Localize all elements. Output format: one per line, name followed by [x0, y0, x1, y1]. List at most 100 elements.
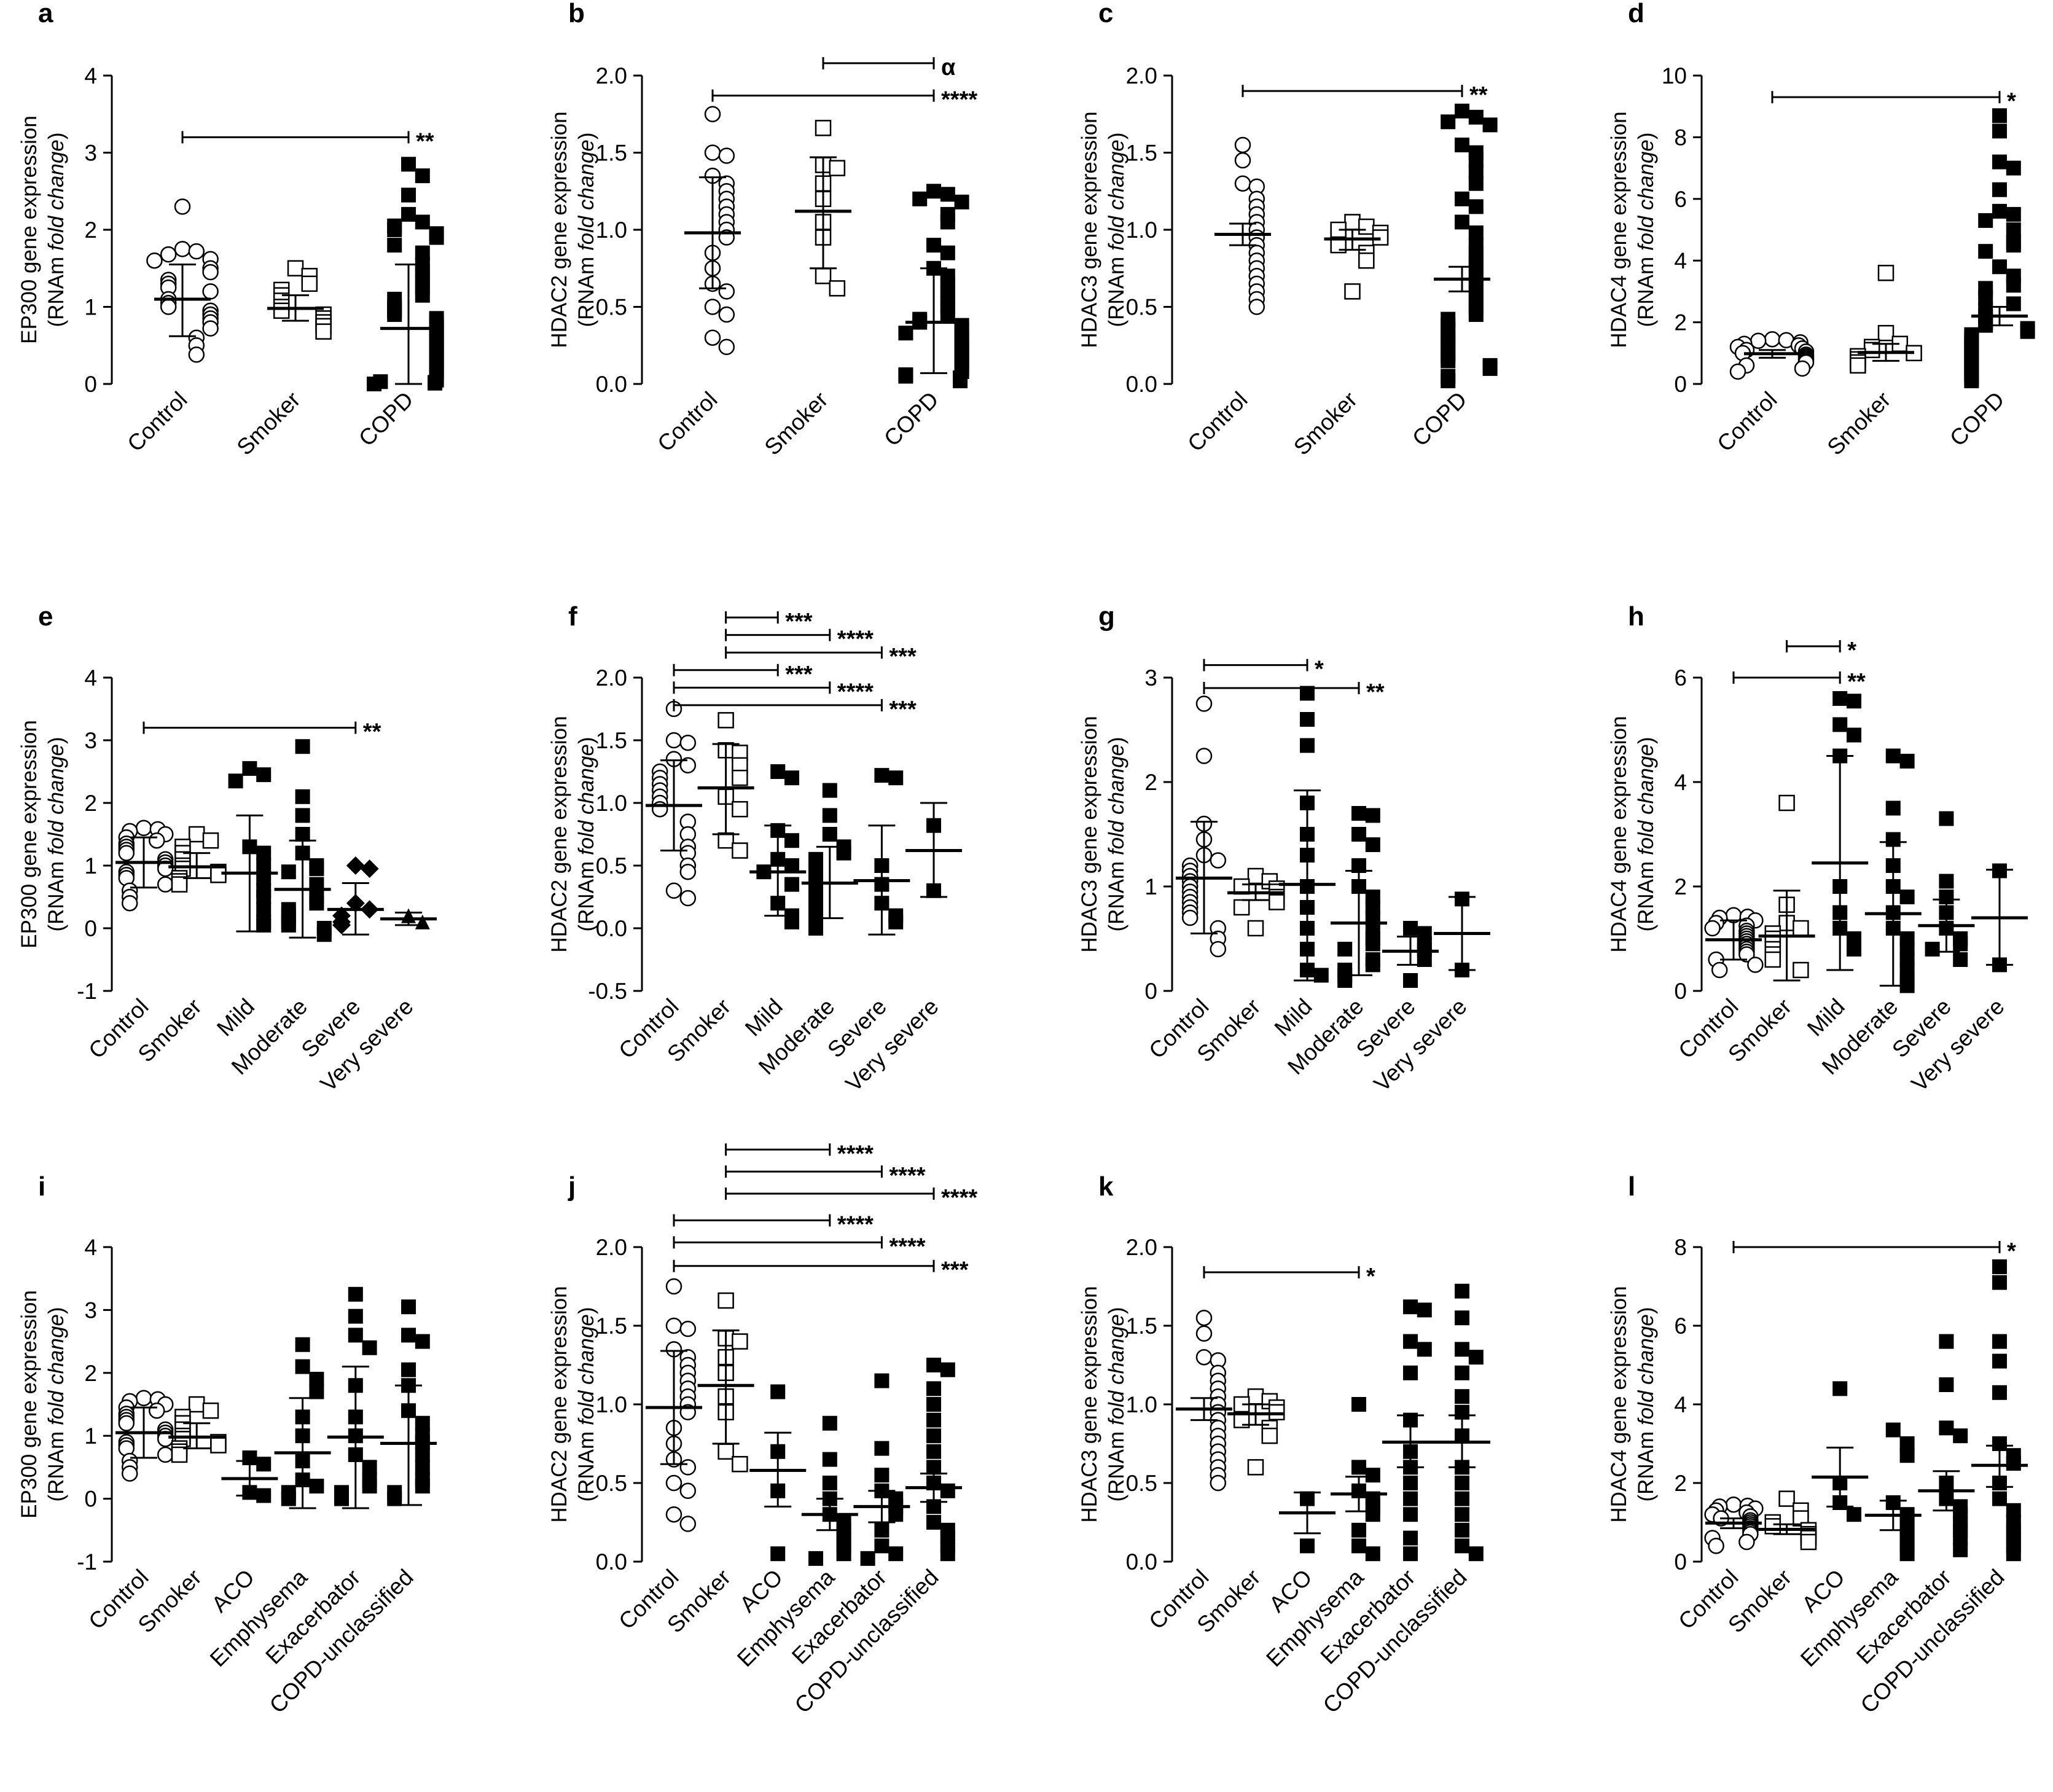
y-tick-label: 0.5: [596, 853, 627, 878]
y-axis-label-line2: (RNAm fold change): [574, 737, 598, 931]
y-tick-label: 2: [84, 217, 97, 243]
data-point-exacerbator: [1403, 1299, 1418, 1315]
data-point-control: [1764, 331, 1781, 348]
y-tick-label: 3: [1144, 665, 1157, 691]
x-category-label: COPD: [1945, 387, 2009, 452]
data-point-copd-unclassified: [940, 1483, 955, 1498]
y-tick-label: 2: [1674, 1471, 1687, 1496]
y-tick-label: 4: [1674, 770, 1687, 795]
data-point-smoker: [202, 1402, 219, 1419]
data-point-copd: [926, 184, 941, 199]
data-point-copd-unclassified: [940, 1546, 955, 1562]
data-point-mild: [784, 877, 799, 892]
panel-l: l 0 2 4 6 8 HDAC4 gene expression (RNAm fold ch…: [1607, 1172, 2028, 1718]
data-point-control: [1181, 909, 1199, 926]
data-point-mild: [256, 917, 272, 933]
data-point-exacerbator: [1417, 1342, 1432, 1357]
data-point-smoker: [1269, 1404, 1285, 1421]
data-point-copd: [940, 214, 955, 230]
y-tick-label: 0: [1144, 979, 1157, 1004]
data-point-smoker: [1793, 961, 1809, 979]
y-axis-label-line2: (RNAm fold change): [574, 132, 598, 327]
panel-letter-h: h: [1628, 601, 1644, 632]
y-axis-label-line1: HDAC2 gene expression: [547, 1286, 571, 1522]
y-tick-label: 2.0: [1126, 63, 1157, 88]
data-point-copd-unclassified: [1455, 1389, 1469, 1404]
data-point-mild: [256, 767, 272, 783]
data-point-copd-unclassified: [1455, 1476, 1469, 1490]
panel-k: k 0.0 0.5 1.0 1.5 2.0 HDAC3 gene expression (RN…: [1077, 1172, 1490, 1718]
y-axis-label-italic: fold change: [44, 744, 68, 855]
data-point-emphysema: [1885, 1422, 1901, 1438]
y-axis-label-suffix: ): [1105, 1307, 1128, 1314]
data-point-control: [118, 1415, 135, 1431]
data-point-copd-unclassified: [926, 1397, 941, 1412]
data-point-exacerbator: [1939, 1334, 1954, 1349]
y-tick-label: 1.5: [596, 141, 627, 166]
y-tick-label: 0.5: [596, 1471, 627, 1496]
y-tick-label: 4: [84, 665, 97, 691]
y-tick-label: 1.0: [1126, 217, 1157, 243]
data-point-copd: [1482, 361, 1498, 376]
data-point-copd-unclassified: [1468, 1350, 1484, 1365]
data-point-exacerbator: [1939, 1420, 1954, 1436]
data-point-copd: [401, 187, 416, 203]
data-point-mild: [1300, 738, 1315, 753]
data-point-moderate: [1365, 808, 1380, 823]
data-point-exacerbator: [362, 1479, 377, 1494]
y-axis-label-suffix: ): [44, 132, 68, 139]
y-tick-label: 0.0: [596, 1549, 627, 1575]
y-tick-label: 4: [84, 1235, 97, 1260]
significance-label: *: [1315, 657, 1324, 683]
significance-label: *: [1847, 638, 1856, 663]
significance-label: **: [363, 719, 381, 745]
data-point-severe: [1953, 936, 1968, 952]
data-point-copd-unclassified: [1455, 1310, 1469, 1326]
data-point-moderate: [836, 845, 851, 861]
panel-f: f -0.5 0.0 0.5 1.0 1.5 2.0 HDAC2 gene expressio…: [547, 601, 962, 1097]
data-point-copd: [953, 373, 968, 388]
y-tick-label: 10: [1662, 63, 1687, 88]
significance-label: *: [2007, 1238, 2016, 1264]
data-point-severe: [1939, 874, 1954, 889]
y-tick-label: 0.0: [596, 916, 627, 941]
data-point-smoker: [718, 1443, 734, 1460]
data-point-copd-unclassified: [2006, 1546, 2021, 1562]
data-point-smoker: [1358, 218, 1375, 235]
data-point-copd-unclassified: [1992, 1259, 2007, 1274]
data-point-copd: [912, 191, 928, 206]
data-point-moderate: [1899, 754, 1915, 769]
data-point-control: [665, 1474, 682, 1492]
data-point-exacerbator: [874, 1538, 890, 1554]
data-point-smoker: [1261, 1427, 1278, 1444]
data-point-copd-unclassified: [1992, 1334, 2007, 1349]
data-point-emphysema: [309, 1479, 324, 1494]
y-tick-label: 8: [1674, 125, 1687, 150]
significance-label: **: [416, 128, 434, 154]
y-axis-label-suffix: ): [574, 1307, 598, 1314]
y-tick-label: 0.0: [1126, 1549, 1157, 1575]
data-point-exacerbator: [1417, 1302, 1432, 1318]
y-tick-label: 0.5: [596, 295, 627, 320]
data-point-severe: [1953, 952, 1968, 967]
data-point-copd: [1455, 137, 1469, 152]
y-tick-label: 2.0: [1126, 1235, 1157, 1260]
data-point-smoker: [732, 800, 748, 818]
y-axis-label-line2: (RNAm fold change): [1105, 737, 1128, 931]
y-tick-label: 4: [84, 63, 97, 88]
data-point-copd-unclassified: [401, 1362, 416, 1377]
data-point-very-severe: [415, 914, 430, 929]
y-axis-label-line2: (RNAm fold change): [1105, 132, 1128, 327]
data-point-copd: [2006, 160, 2021, 176]
y-axis-label-italic: fold change: [1105, 139, 1128, 251]
data-point-control: [679, 863, 697, 880]
data-point-aco: [1832, 1381, 1848, 1396]
data-point-emphysema: [1365, 1507, 1380, 1522]
data-point-moderate: [822, 783, 837, 798]
data-point-emphysema: [1351, 1522, 1366, 1538]
data-point-control: [704, 329, 721, 346]
y-axis-label-line1: HDAC3 gene expression: [1077, 716, 1101, 952]
data-point-control: [1747, 957, 1764, 973]
y-axis-label-line1: HDAC4 gene expression: [1607, 716, 1631, 952]
y-axis-label-prefix: (RNAm: [1634, 855, 1658, 931]
